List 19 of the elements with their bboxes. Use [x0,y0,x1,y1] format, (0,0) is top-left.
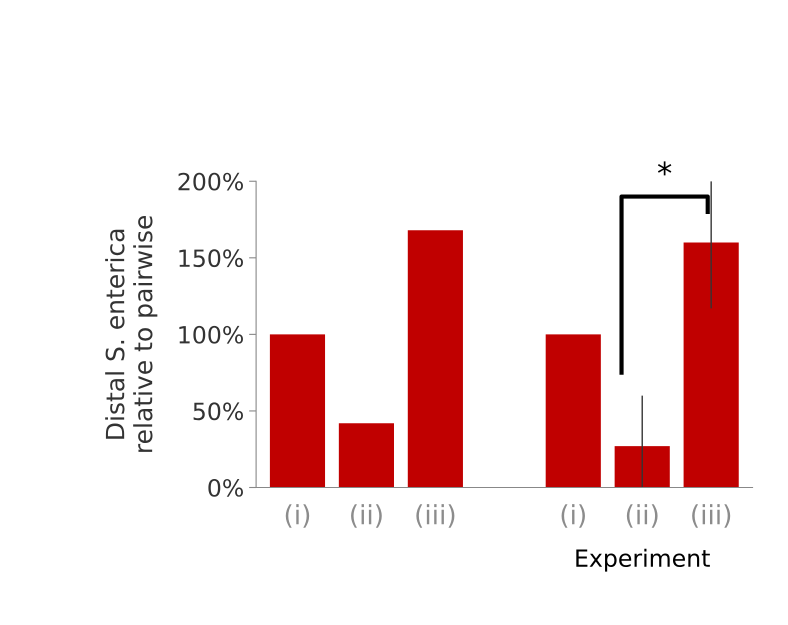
y-tick-label: 50% [194,402,243,420]
x-tick-label: (i) [562,504,585,528]
y-tick-label: 0% [208,478,243,497]
y-tick-label: 150% [179,249,243,268]
x-tick-label: (ii) [626,504,658,528]
x-tick-label: (iii) [692,504,730,528]
bar [546,334,601,488]
text: * [658,161,672,176]
x-tick-label: (iii) [416,504,454,528]
y-tick-label: 200% [178,172,243,191]
bar [338,423,394,488]
y-tick-label: 100% [179,326,243,344]
x-tick-label: (ii) [351,504,382,528]
bar [270,334,326,488]
bar [614,446,670,488]
text: Experiment [576,548,710,572]
x-tick-label: (i) [286,504,310,528]
bar [408,230,463,488]
y-axis-title: Distal S. enterica relative to pairwise [105,216,158,452]
